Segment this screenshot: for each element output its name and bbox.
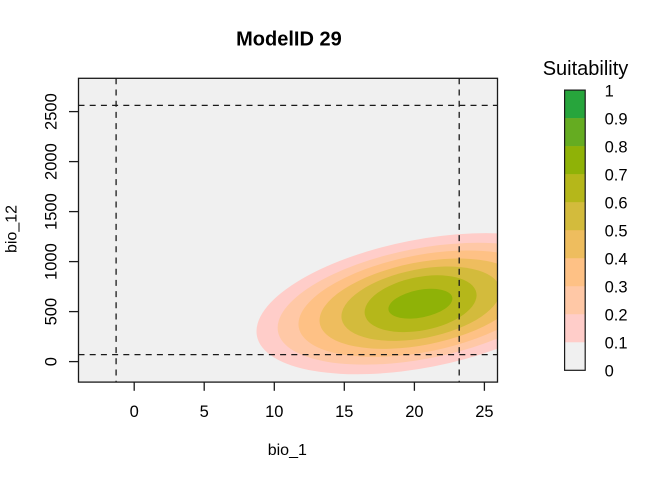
svg-text:5: 5 [200,403,209,421]
svg-text:0.3: 0.3 [605,278,628,296]
svg-text:0.4: 0.4 [605,250,628,268]
svg-text:0.1: 0.1 [605,335,628,353]
svg-text:0.7: 0.7 [605,166,628,184]
svg-text:20: 20 [405,403,423,421]
svg-text:2000: 2000 [42,143,60,180]
svg-text:1000: 1000 [42,243,60,280]
svg-text:1: 1 [605,82,614,100]
svg-text:10: 10 [265,403,283,421]
svg-text:0.8: 0.8 [605,138,628,156]
svg-text:15: 15 [335,403,353,421]
svg-text:0.6: 0.6 [605,194,628,212]
svg-text:0.5: 0.5 [605,222,628,240]
svg-text:bio_1: bio_1 [268,442,307,459]
svg-text:0: 0 [42,357,60,366]
svg-text:bio_12: bio_12 [3,205,20,253]
svg-text:0.9: 0.9 [605,110,628,128]
svg-text:ModelID 29: ModelID 29 [236,28,342,50]
svg-text:25: 25 [475,403,493,421]
svg-text:1500: 1500 [42,193,60,230]
svg-text:0.2: 0.2 [605,307,628,325]
svg-text:0: 0 [130,403,139,421]
svg-text:500: 500 [42,298,60,326]
svg-text:2500: 2500 [42,93,60,130]
svg-text:Suitability: Suitability [543,58,629,80]
svg-text:0: 0 [605,363,614,381]
